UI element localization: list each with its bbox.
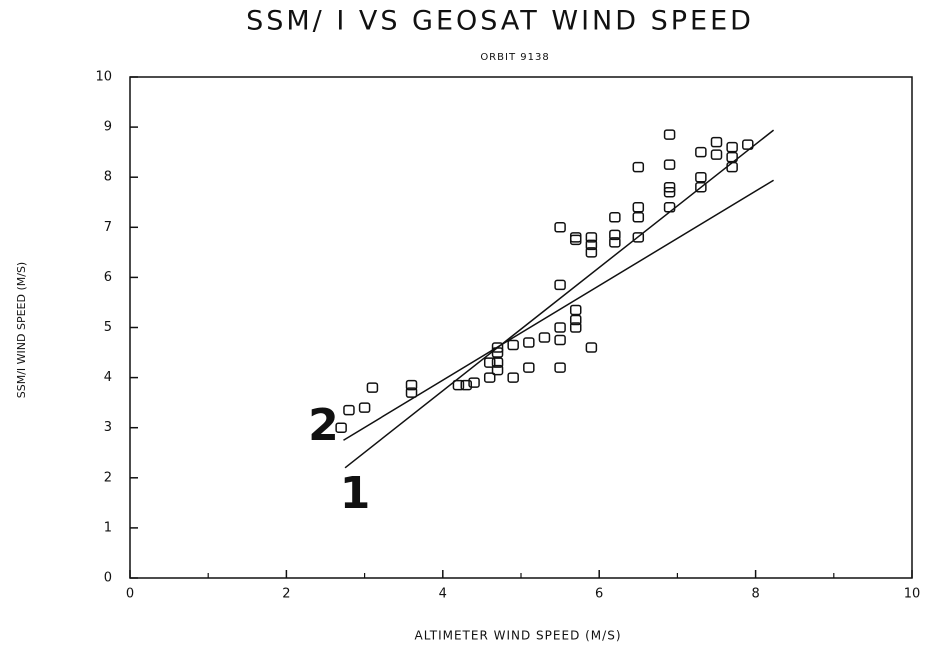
- point: [554, 279, 566, 291]
- y-tick-label: 1: [104, 520, 112, 535]
- point: [523, 337, 535, 348]
- y-tick-label: 9: [104, 120, 112, 135]
- point: [585, 247, 598, 258]
- plot-frame: [129, 76, 913, 579]
- line-label: 2: [308, 400, 339, 451]
- y-tick-label: 6: [104, 270, 112, 285]
- point: [554, 322, 566, 333]
- fit-line: [343, 179, 774, 441]
- y-tick-label: 8: [104, 170, 112, 185]
- point: [742, 139, 754, 150]
- point: [632, 161, 645, 173]
- y-tick-label: 5: [104, 320, 112, 335]
- y-tick-label: 10: [95, 70, 112, 85]
- point: [585, 342, 598, 353]
- point: [609, 229, 621, 241]
- point: [491, 357, 504, 368]
- point: [483, 357, 496, 368]
- x-tick-label: 10: [904, 587, 921, 602]
- point: [663, 159, 676, 170]
- point: [507, 339, 519, 351]
- point: [554, 222, 566, 233]
- point: [695, 181, 707, 193]
- point: [663, 181, 676, 193]
- line-label: 1: [340, 468, 371, 519]
- point: [507, 372, 519, 383]
- point: [366, 382, 379, 393]
- point: [609, 237, 621, 248]
- point: [523, 362, 535, 373]
- point: [663, 186, 676, 198]
- point: [569, 322, 582, 333]
- point: [335, 422, 347, 433]
- x-tick-label: 2: [282, 587, 290, 602]
- point: [452, 379, 465, 391]
- x-tick-label: 8: [751, 587, 759, 602]
- point: [632, 202, 645, 213]
- point: [538, 332, 551, 343]
- chart-title: SSM/ I VS GEOSAT WIND SPEED: [246, 6, 754, 37]
- y-tick-label: 4: [104, 370, 112, 385]
- point: [726, 151, 738, 163]
- point: [710, 149, 723, 160]
- point: [405, 387, 418, 398]
- point: [491, 364, 504, 376]
- point: [632, 212, 645, 223]
- point: [491, 347, 504, 358]
- point: [663, 202, 676, 213]
- point: [483, 372, 496, 383]
- chart-subtitle: ORBIT 9138: [480, 52, 549, 63]
- x-tick-label: 0: [126, 587, 134, 602]
- point: [632, 232, 645, 243]
- point: [726, 141, 738, 153]
- point: [358, 402, 371, 413]
- point: [609, 212, 621, 223]
- point: [585, 232, 598, 243]
- point: [554, 362, 566, 373]
- point: [569, 232, 582, 243]
- y-tick-label: 2: [104, 470, 112, 485]
- point: [569, 304, 582, 316]
- x-tick-label: 6: [595, 587, 603, 602]
- point: [405, 379, 418, 391]
- point: [460, 379, 473, 391]
- y-tick-label: 0: [104, 571, 112, 586]
- point: [710, 136, 723, 148]
- point: [468, 377, 480, 388]
- point: [554, 334, 566, 346]
- point: [569, 314, 582, 326]
- point: [695, 171, 707, 183]
- point: [695, 146, 707, 158]
- point: [663, 129, 676, 140]
- point: [343, 404, 355, 416]
- y-axis-label: SSM/I WIND SPEED (M/S): [15, 262, 28, 398]
- y-tick-label: 7: [104, 220, 112, 235]
- point: [491, 342, 504, 353]
- fit-line: [344, 129, 775, 469]
- point: [569, 234, 582, 246]
- y-tick-label: 3: [104, 420, 112, 435]
- x-axis-label: ALTIMETER WIND SPEED (M/S): [415, 629, 622, 643]
- x-tick-label: 4: [439, 587, 447, 602]
- point: [585, 239, 598, 251]
- point: [726, 161, 738, 173]
